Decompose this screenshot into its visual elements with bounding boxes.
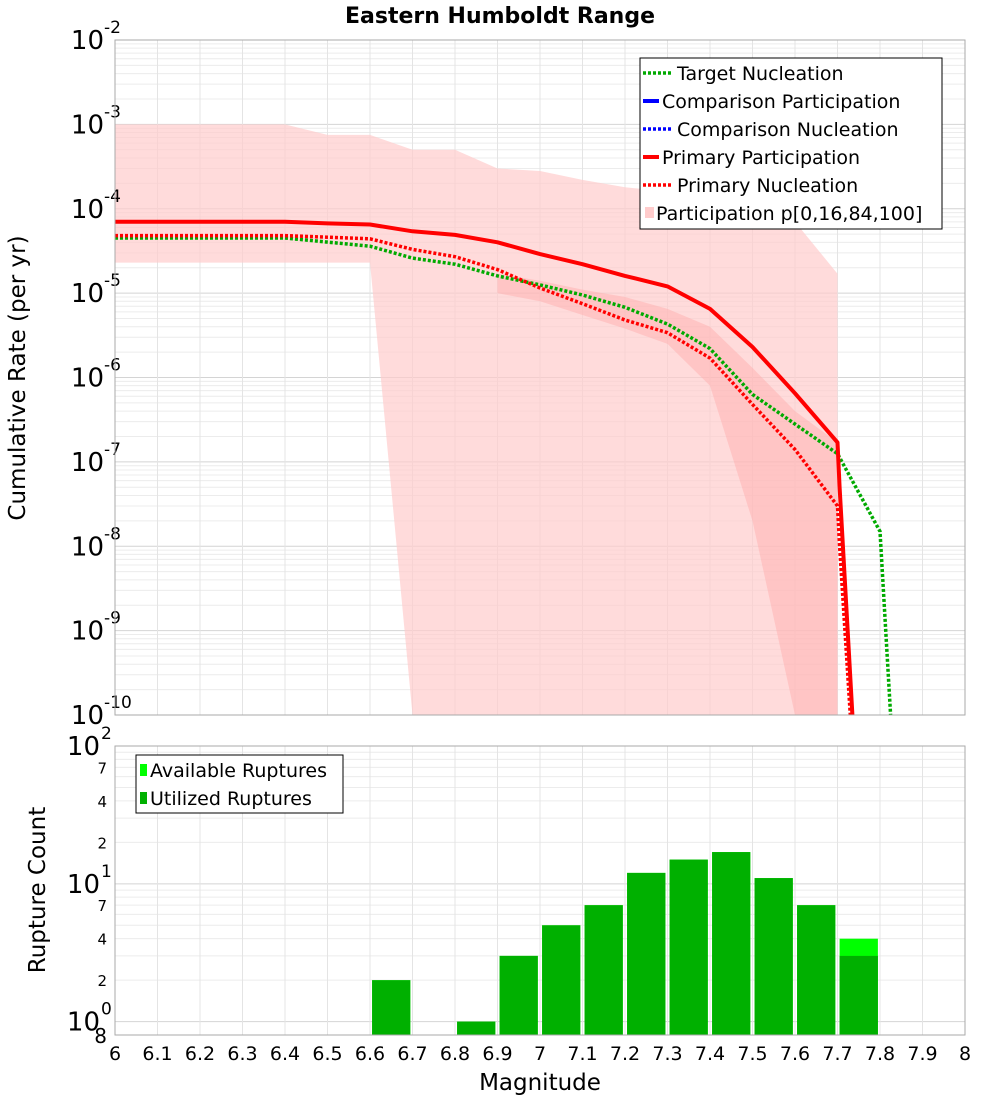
count-x-tick-label: 6.5: [312, 1043, 342, 1065]
series-line-primary-participation: [115, 219, 855, 716]
count-y-tick-label: 8: [94, 1024, 107, 1048]
count-x-tick-label: 6.2: [185, 1043, 215, 1065]
legend-label-available-ruptures: Available Ruptures: [150, 760, 327, 782]
bar-utilized-ruptures: [669, 859, 708, 1035]
rate-y-ticks: 10-210-310-410-510-610-710-810-910-10: [71, 18, 132, 731]
rate-y-tick-exponent: -2: [104, 18, 121, 38]
count-y-tick-exponent: 0: [101, 1000, 112, 1020]
count-y-tick-label: 7: [97, 759, 107, 777]
participation-band-outer: [115, 124, 838, 715]
count-y-tick-label: 4: [97, 931, 107, 949]
count-y-tick-label: 10: [67, 870, 100, 900]
rate-legend-box: [639, 57, 943, 230]
count-x-tick-label: 6.4: [270, 1043, 300, 1065]
bar-utilized-ruptures: [584, 905, 623, 1035]
rate-y-tick-label: 10: [71, 701, 104, 731]
count-x-tick-label: 8: [959, 1043, 971, 1065]
count-y-tick-label: 7: [97, 897, 107, 915]
rate-y-axis-label: Cumulative Rate (per yr): [5, 235, 31, 520]
count-y-tick-label: 10: [67, 732, 100, 762]
series-line-primary-nucleation: [115, 233, 853, 716]
count-x-tick-label: 6.1: [142, 1043, 172, 1065]
rate-y-tick-label: 10: [71, 195, 104, 225]
rate-y-tick-label: 10: [71, 279, 104, 309]
count-x-tick-label: 7: [534, 1043, 546, 1065]
count-x-tick-label: 6.9: [482, 1043, 512, 1065]
count-bars: [372, 852, 878, 1035]
count-y-tick-label: 4: [97, 793, 107, 811]
rate-y-tick-label: 10: [71, 364, 104, 394]
rate-y-tick-label: 10: [71, 617, 104, 647]
legend-label-utilized-ruptures: Utilized Ruptures: [150, 788, 312, 810]
count-y-tick-exponent: 1: [101, 862, 112, 882]
count-y-tick-label: 2: [97, 834, 107, 852]
legend-swatch-available-ruptures: [140, 764, 147, 776]
chart-title: Eastern Humboldt Range: [345, 4, 655, 29]
count-y-tick-label: 2: [97, 972, 107, 990]
bar-utilized-ruptures: [797, 905, 836, 1035]
count-x-tick-label: 6.8: [440, 1043, 470, 1065]
bar-utilized-ruptures: [754, 878, 793, 1035]
count-x-tick-label: 7.4: [695, 1043, 725, 1065]
count-x-tick-label: 7.8: [865, 1043, 895, 1065]
rate-y-tick-exponent: -7: [104, 440, 121, 460]
count-y-tick-exponent: 2: [101, 724, 112, 744]
rate-y-tick-exponent: -4: [104, 187, 121, 207]
count-y-tick-label: 10: [67, 1008, 100, 1038]
count-x-tick-label: 7.7: [822, 1043, 852, 1065]
bar-utilized-ruptures: [712, 852, 751, 1035]
legend-label-comparison-nucleation: Comparison Nucleation: [677, 119, 899, 141]
count-plot-frame: [114, 745, 966, 1036]
count-x-tick-label: 7.9: [907, 1043, 937, 1065]
legend-swatch-utilized-ruptures: [140, 792, 147, 804]
rate-y-tick-label: 10: [71, 448, 104, 478]
legend-label-target-nucleation: Target Nucleation: [676, 63, 844, 85]
bar-utilized-ruptures: [627, 872, 666, 1035]
count-x-tick-label: 7.5: [737, 1043, 767, 1065]
bar-utilized-ruptures: [457, 1021, 496, 1035]
rate-bands: [115, 124, 838, 715]
count-x-tick-label: 7.2: [610, 1043, 640, 1065]
rate-y-tick-label: 10: [71, 26, 104, 56]
count-x-tick-label: 6.3: [227, 1043, 257, 1065]
bar-utilized-ruptures: [499, 955, 538, 1035]
legend-label-primary-nucleation: Primary Nucleation: [677, 175, 858, 197]
count-x-ticks: 6 6.1 6.2 6.3 6.4 6.5 6.6 6.7 6.8 6.9 7 7.1 7.2 7.3 7.…: [109, 1043, 971, 1065]
rate-plot-frame: [114, 39, 966, 716]
rate-y-tick-label: 10: [71, 532, 104, 562]
rate-y-tick-exponent: -9: [104, 609, 121, 629]
bar-utilized-ruptures: [542, 925, 581, 1035]
count-x-tick-label: 7.1: [567, 1043, 597, 1065]
series-line-target-nucleation: [115, 236, 893, 716]
count-x-tick-label: 6.7: [397, 1043, 427, 1065]
count-x-tick-label: 7.3: [652, 1043, 682, 1065]
count-x-tick-label: 6.6: [355, 1043, 385, 1065]
rate-y-tick-label: 10: [71, 110, 104, 140]
rate-y-tick-exponent: -5: [104, 271, 121, 291]
count-legend-box: [135, 754, 344, 814]
count-x-axis-label: Magnitude: [479, 1070, 601, 1096]
legend-swatch-participation-band: [645, 207, 654, 218]
participation-band-inner: [497, 273, 838, 715]
count-legend: Available Ruptures Utilized Ruptures: [135, 754, 344, 814]
rate-y-tick-exponent: -6: [104, 356, 121, 376]
rate-y-tick-exponent: -10: [104, 693, 132, 713]
bar-utilized-ruptures: [839, 955, 878, 1035]
rate-y-tick-exponent: -8: [104, 524, 121, 544]
count-x-tick-label: 6: [109, 1043, 121, 1065]
legend-label-primary-participation: Primary Participation: [662, 147, 860, 169]
rate-y-tick-exponent: -3: [104, 102, 121, 122]
count-x-tick-label: 7.6: [780, 1043, 810, 1065]
legend-label-participation-band: Participation p[0,16,84,100]: [656, 203, 922, 225]
legend-label-comparison-participation: Comparison Participation: [662, 91, 900, 113]
rate-legend: Target Nucleation Comparison Participati…: [639, 57, 943, 230]
bar-utilized-ruptures: [372, 980, 411, 1035]
count-y-axis-label: Rupture Count: [25, 807, 51, 973]
rate-lines: [115, 219, 893, 716]
